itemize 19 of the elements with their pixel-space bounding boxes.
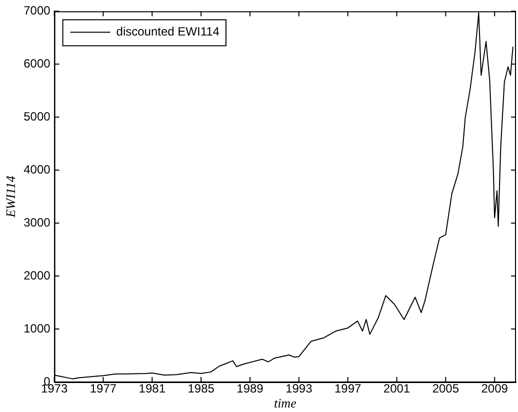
x-tick-label: 1989 [236,382,264,396]
x-tick-label: 1997 [334,382,362,396]
y-axis-title: EWI114 [3,175,18,218]
y-tick-label: 2000 [24,268,51,282]
y-tick-label: 1000 [24,321,51,336]
y-tick-label: 6000 [24,56,51,70]
x-tick-label: 1977 [90,382,117,396]
y-tick-label: 3000 [24,215,51,230]
x-tick-label: 1985 [188,382,215,396]
x-tick-label: 2001 [383,382,410,396]
y-tick-label: 7000 [24,4,51,18]
x-tick-label: 2009 [481,382,508,396]
x-tick-label: 2005 [432,382,460,396]
x-axis-title: time [274,396,297,411]
x-tick-label: 1981 [138,382,166,396]
y-tick-label: 5000 [24,109,51,124]
y-tick-label: 4000 [24,162,51,176]
legend-label: discounted EWI114 [116,24,220,39]
x-tick-label: 1993 [286,382,313,396]
